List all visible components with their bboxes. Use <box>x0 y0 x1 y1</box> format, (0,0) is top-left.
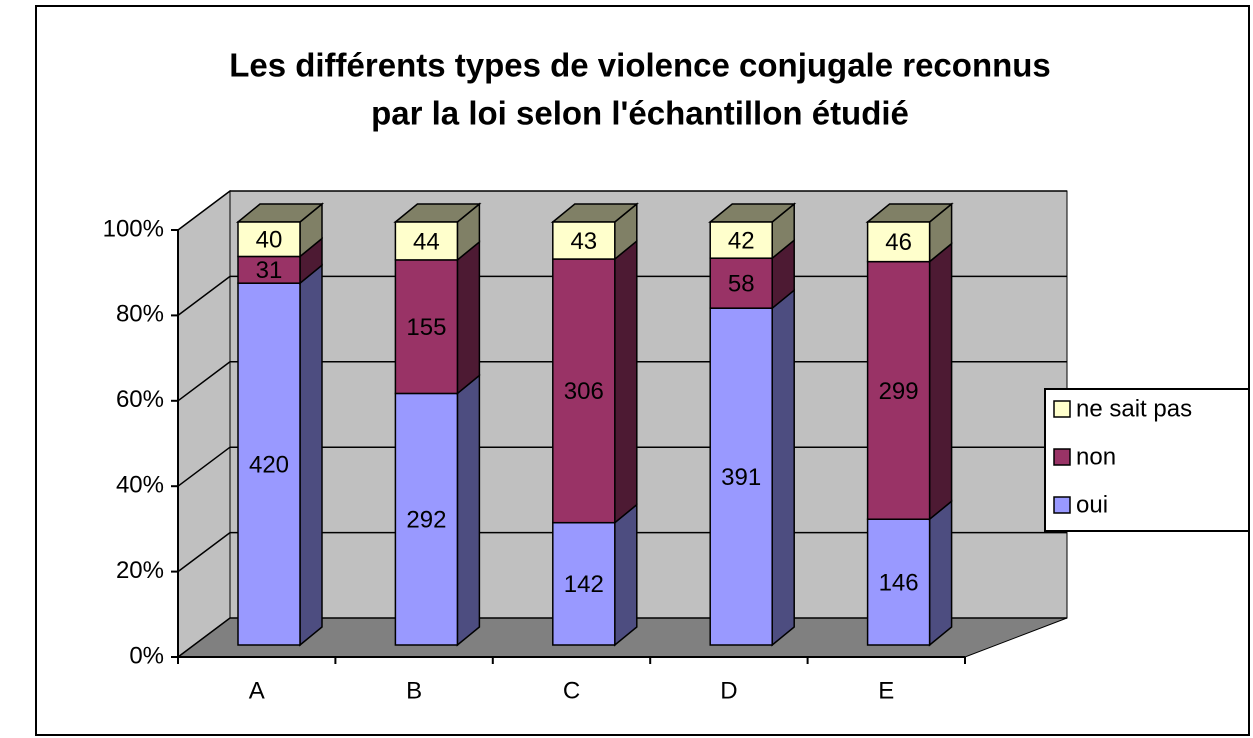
y-tick-label: 100% <box>103 215 164 242</box>
bar-segment <box>550 202 639 261</box>
chart-title: Les différents types de violence conjuga… <box>229 47 1051 84</box>
data-label: 43 <box>570 228 597 255</box>
data-label: 146 <box>879 569 919 596</box>
bar-face <box>614 503 638 647</box>
bar-segment <box>552 503 638 647</box>
bar-face <box>928 242 953 521</box>
bar-face <box>928 499 953 647</box>
x-tick-label: C <box>563 677 580 704</box>
data-label: 299 <box>879 378 919 405</box>
legend-label: non <box>1076 443 1116 470</box>
bar-face <box>394 259 459 395</box>
bar-segment <box>709 288 795 647</box>
bar-face <box>709 307 773 646</box>
bar-segment <box>237 236 323 285</box>
data-label: 306 <box>564 378 604 405</box>
bar-segment <box>235 202 325 259</box>
data-label: 292 <box>406 507 446 534</box>
bar-face <box>709 257 773 309</box>
x-tick-label: A <box>249 677 265 704</box>
data-label: 155 <box>406 314 446 341</box>
bar-segment <box>709 238 795 310</box>
bar-segment <box>708 202 797 260</box>
bar-face <box>237 221 301 258</box>
bar-face <box>866 260 931 520</box>
bar-face <box>299 263 323 647</box>
bar-face <box>237 282 301 646</box>
bar-face <box>394 221 459 261</box>
data-label: 58 <box>728 271 755 298</box>
bar-segment <box>393 202 482 262</box>
y-tick-label: 60% <box>116 386 164 413</box>
grid-line <box>177 190 1067 231</box>
data-label: 391 <box>721 464 761 491</box>
bar-face <box>709 221 773 259</box>
bar-face <box>456 373 481 647</box>
legend-swatch <box>1053 496 1071 514</box>
legend-label: oui <box>1076 491 1108 518</box>
bar-segment <box>237 263 323 647</box>
chart-title: par la loi selon l'échantillon étudié <box>371 95 909 132</box>
y-tick-label: 80% <box>116 301 164 328</box>
bar-face <box>552 221 616 260</box>
data-label: 44 <box>413 228 440 255</box>
legend-swatch <box>1053 448 1071 466</box>
bar-face <box>866 518 931 646</box>
data-label: 142 <box>564 571 604 598</box>
bar-face <box>237 255 301 284</box>
legend-swatch <box>1053 400 1071 418</box>
bar-face <box>394 392 459 646</box>
x-tick-label: B <box>406 677 422 704</box>
bar-segment <box>865 202 954 264</box>
bar-segment <box>552 239 638 525</box>
y-tick-label: 40% <box>116 472 164 499</box>
data-label: 420 <box>249 451 289 478</box>
bar-segment <box>394 373 481 647</box>
bar-face <box>456 240 481 396</box>
data-label: 31 <box>256 257 283 284</box>
data-label: 42 <box>728 227 755 254</box>
bar-face <box>552 521 616 646</box>
bar-face <box>614 239 638 525</box>
legend-label: ne sait pas <box>1076 395 1192 422</box>
x-tick-label: E <box>878 677 894 704</box>
legend-box <box>1044 388 1250 532</box>
data-label: 40 <box>256 227 283 254</box>
side-wall <box>177 190 231 658</box>
bar-face <box>771 288 795 647</box>
bar-face <box>866 221 931 263</box>
x-tick-label: D <box>720 677 737 704</box>
data-label: 46 <box>885 229 912 256</box>
bar-segment <box>866 499 953 647</box>
bar-face <box>552 258 616 524</box>
bar-segment <box>866 242 953 521</box>
y-tick-label: 0% <box>129 642 164 669</box>
bar-segment <box>394 240 481 396</box>
y-tick-label: 20% <box>116 557 164 584</box>
